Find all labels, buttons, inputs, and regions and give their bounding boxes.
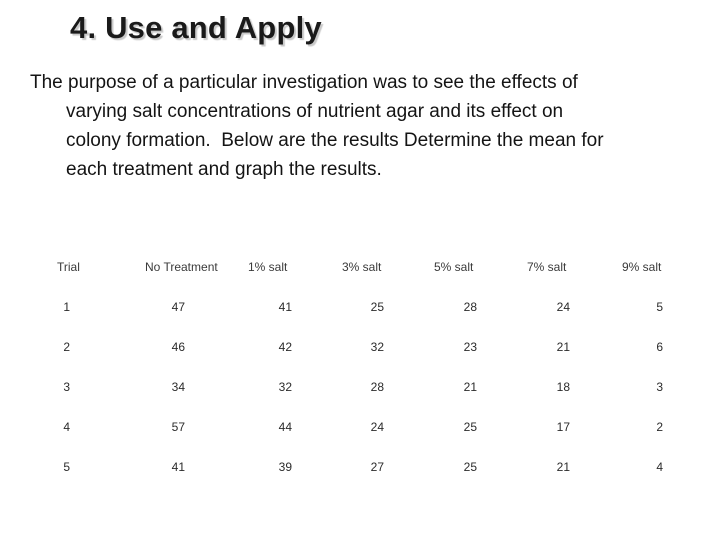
- table-cell: 24: [556, 300, 570, 314]
- table-cell: 42: [278, 340, 292, 354]
- table-cell: 57: [171, 420, 185, 434]
- body-line-2: varying salt concentrations of nutrient …: [66, 101, 564, 122]
- table-cell: 1: [63, 300, 70, 314]
- table-cell: 44: [278, 420, 292, 434]
- body-line-3: colony formation. Below are the results …: [66, 130, 604, 151]
- table-cell: 27: [370, 460, 384, 474]
- table-cell: 28: [370, 380, 384, 394]
- table-cell: 32: [370, 340, 384, 354]
- table-cell: 21: [556, 460, 570, 474]
- table-header-cell-7pct-salt: 7% salt: [527, 260, 567, 274]
- body-line-4: each treatment and graph the results.: [66, 159, 382, 180]
- table-cell: 21: [556, 340, 570, 354]
- table-cell: 21: [463, 380, 477, 394]
- table-cell: 3: [63, 380, 70, 394]
- table-cell: 47: [171, 300, 185, 314]
- body-paragraph: The purpose of a particular investigatio…: [0, 68, 720, 184]
- table-cell: 2: [63, 340, 70, 354]
- table-header-cell-trial: Trial: [57, 260, 80, 274]
- table-cell: 28: [463, 300, 477, 314]
- table-cell: 41: [278, 300, 292, 314]
- table-row: 5 41 39 27 25 21 4: [40, 452, 680, 492]
- table-cell: 24: [370, 420, 384, 434]
- slide-title: 4. Use and Apply: [70, 10, 322, 45]
- table-header-cell-1pct-salt: 1% salt: [248, 260, 288, 274]
- results-table: Trial No Treatment 1% salt 3% salt 5% sa…: [40, 252, 680, 492]
- table-cell: 2: [656, 420, 663, 434]
- table-header-cell-3pct-salt: 3% salt: [342, 260, 382, 274]
- table-row: 2 46 42 32 23 21 6: [40, 332, 680, 372]
- table-header-cell-9pct-salt: 9% salt: [622, 260, 662, 274]
- table-row: 4 57 44 24 25 17 2: [40, 412, 680, 452]
- table-header-row: Trial No Treatment 1% salt 3% salt 5% sa…: [40, 252, 680, 292]
- table-row: 3 34 32 28 21 18 3: [40, 372, 680, 412]
- table-cell: 41: [171, 460, 185, 474]
- table-cell: 32: [278, 380, 292, 394]
- body-line-1: The purpose of a particular investigatio…: [30, 72, 578, 93]
- table-cell: 5: [63, 460, 70, 474]
- table-cell: 34: [171, 380, 185, 394]
- table-cell: 23: [463, 340, 477, 354]
- table-cell: 18: [556, 380, 570, 394]
- table-cell: 39: [278, 460, 292, 474]
- table-cell: 6: [656, 340, 663, 354]
- table-cell: 25: [463, 460, 477, 474]
- table-cell: 5: [656, 300, 663, 314]
- table-cell: 46: [171, 340, 185, 354]
- table-header-cell-5pct-salt: 5% salt: [434, 260, 474, 274]
- table-cell: 4: [656, 460, 663, 474]
- table-cell: 17: [556, 420, 570, 434]
- table-cell: 4: [63, 420, 70, 434]
- table-cell: 3: [656, 380, 663, 394]
- table-cell: 25: [463, 420, 477, 434]
- table-row: 1 47 41 25 28 24 5: [40, 292, 680, 332]
- table-cell: 25: [370, 300, 384, 314]
- table-header-cell-no-treatment: No Treatment: [145, 260, 218, 274]
